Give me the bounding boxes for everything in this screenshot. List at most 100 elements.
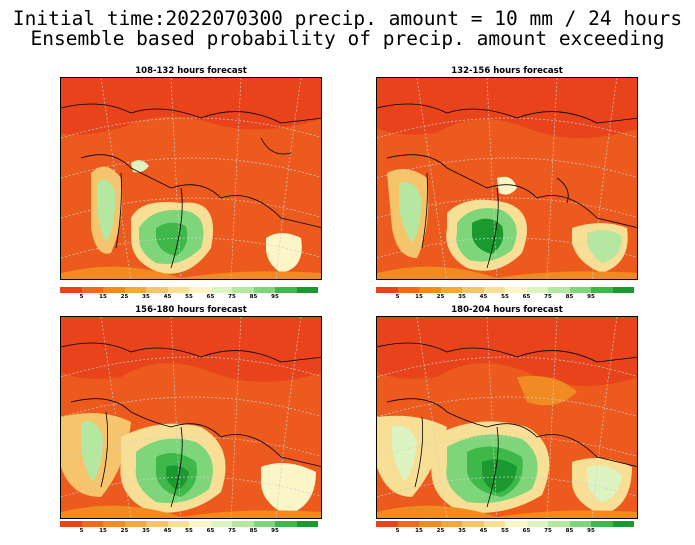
colorbar-tick-label: 95 bbox=[587, 528, 595, 534]
colorbar-swatch bbox=[81, 521, 103, 527]
colorbar-swatch bbox=[440, 287, 462, 293]
colorbar-tick-label: 5 bbox=[79, 528, 84, 534]
colorbar-swatch bbox=[103, 287, 125, 293]
map-graphic bbox=[61, 78, 321, 279]
probability-map bbox=[376, 316, 638, 519]
colorbar-swatch bbox=[591, 521, 613, 527]
chart-title: Initial time:2022070300 precip. amount =… bbox=[12, 7, 683, 30]
colorbar-swatch bbox=[167, 287, 189, 293]
colorbar-swatch bbox=[483, 521, 505, 527]
colorbar-swatch bbox=[253, 521, 275, 527]
panel-title: 180-204 hours forecast bbox=[451, 305, 563, 315]
colorbar-tick-label: 85 bbox=[565, 528, 574, 534]
colorbar-tick-label: 85 bbox=[249, 528, 258, 534]
colorbar-tick-label: 55 bbox=[185, 528, 193, 534]
colorbar-swatch bbox=[232, 521, 254, 527]
colorbar-tick-label: 45 bbox=[163, 528, 172, 534]
colorbar-swatch bbox=[146, 521, 168, 527]
colorbar-tick-label: 65 bbox=[206, 294, 215, 300]
colorbar-swatch bbox=[210, 287, 232, 293]
probability-map bbox=[60, 77, 322, 280]
colorbar-swatch bbox=[296, 521, 318, 527]
colorbar-tick-label: 95 bbox=[271, 528, 279, 534]
colorbar bbox=[60, 521, 318, 527]
colorbar-swatch bbox=[253, 287, 275, 293]
colorbar-tick-label: 35 bbox=[458, 528, 466, 534]
colorbar-tick-label: 35 bbox=[458, 294, 466, 300]
colorbar-swatch bbox=[397, 287, 419, 293]
colorbar-swatch bbox=[146, 287, 168, 293]
colorbar-swatch bbox=[462, 287, 484, 293]
colorbar-swatch bbox=[440, 521, 462, 527]
colorbar-tick-label: 95 bbox=[587, 294, 595, 300]
colorbar-tick-label: 45 bbox=[479, 528, 488, 534]
colorbar-swatch bbox=[124, 287, 146, 293]
colorbar-swatch bbox=[419, 287, 441, 293]
colorbar-tick-label: 55 bbox=[501, 294, 509, 300]
colorbar-tick-label: 85 bbox=[249, 294, 258, 300]
colorbar-tick-label: 25 bbox=[120, 294, 129, 300]
map-graphic bbox=[61, 317, 321, 518]
colorbar-ticks: 5 15 25 35 45 55 65 75 85 95 bbox=[60, 294, 318, 302]
colorbar-swatch bbox=[569, 521, 591, 527]
colorbar-ticks: 5 15 25 35 45 55 65 75 85 95 bbox=[376, 294, 634, 302]
colorbar-swatch bbox=[526, 287, 548, 293]
colorbar-tick-label: 95 bbox=[271, 294, 279, 300]
colorbar-swatch bbox=[548, 521, 570, 527]
colorbar bbox=[376, 287, 634, 293]
colorbar-tick-label: 55 bbox=[185, 294, 193, 300]
colorbar-tick-label: 15 bbox=[99, 528, 107, 534]
colorbar-tick-label: 5 bbox=[395, 528, 400, 534]
colorbar-swatch bbox=[167, 521, 189, 527]
colorbar-swatch bbox=[275, 287, 297, 293]
colorbar bbox=[60, 287, 318, 293]
colorbar-ticks: 5 15 25 35 45 55 65 75 85 95 bbox=[376, 528, 634, 536]
colorbar-tick-label: 15 bbox=[415, 528, 423, 534]
chart-subtitle: Ensemble based probability of precip. am… bbox=[30, 27, 665, 50]
probability-map bbox=[376, 77, 638, 280]
colorbar-tick-label: 75 bbox=[228, 528, 236, 534]
colorbar-swatch bbox=[189, 287, 211, 293]
panel-title: 156-180 hours forecast bbox=[135, 305, 247, 315]
colorbar-tick-label: 65 bbox=[522, 294, 531, 300]
colorbar-swatch bbox=[296, 287, 318, 293]
colorbar-swatch bbox=[103, 521, 125, 527]
colorbar-tick-label: 15 bbox=[99, 294, 107, 300]
colorbar-tick-label: 45 bbox=[479, 294, 488, 300]
colorbar-swatch bbox=[612, 287, 634, 293]
colorbar-swatch bbox=[569, 287, 591, 293]
colorbar-swatch bbox=[419, 521, 441, 527]
colorbar-tick-label: 75 bbox=[544, 528, 552, 534]
colorbar bbox=[376, 521, 634, 527]
colorbar-swatch bbox=[232, 287, 254, 293]
colorbar-swatch bbox=[397, 521, 419, 527]
colorbar-swatch bbox=[462, 521, 484, 527]
map-graphic bbox=[377, 78, 637, 279]
colorbar-swatch bbox=[505, 287, 527, 293]
colorbar-tick-label: 35 bbox=[142, 528, 150, 534]
colorbar-swatch bbox=[210, 521, 232, 527]
colorbar-swatch bbox=[483, 287, 505, 293]
colorbar-tick-label: 15 bbox=[415, 294, 423, 300]
colorbar-tick-label: 25 bbox=[436, 294, 445, 300]
colorbar-tick-label: 55 bbox=[501, 528, 509, 534]
colorbar-tick-label: 25 bbox=[436, 528, 445, 534]
colorbar-tick-label: 5 bbox=[395, 294, 400, 300]
colorbar-swatch bbox=[275, 521, 297, 527]
colorbar-swatch bbox=[81, 287, 103, 293]
colorbar-tick-label: 45 bbox=[163, 294, 172, 300]
colorbar-ticks: 5 15 25 35 45 55 65 75 85 95 bbox=[60, 528, 318, 536]
colorbar-swatch bbox=[376, 521, 398, 527]
colorbar-tick-label: 75 bbox=[544, 294, 552, 300]
probability-map bbox=[60, 316, 322, 519]
colorbar-swatch bbox=[548, 287, 570, 293]
panel-title: 108-132 hours forecast bbox=[135, 66, 247, 76]
colorbar-swatch bbox=[60, 287, 82, 293]
colorbar-tick-label: 5 bbox=[79, 294, 84, 300]
colorbar-swatch bbox=[124, 521, 146, 527]
panel-title: 132-156 hours forecast bbox=[451, 66, 563, 76]
colorbar-tick-label: 65 bbox=[206, 528, 215, 534]
colorbar-tick-label: 25 bbox=[120, 528, 129, 534]
colorbar-tick-label: 35 bbox=[142, 294, 150, 300]
colorbar-swatch bbox=[60, 521, 82, 527]
